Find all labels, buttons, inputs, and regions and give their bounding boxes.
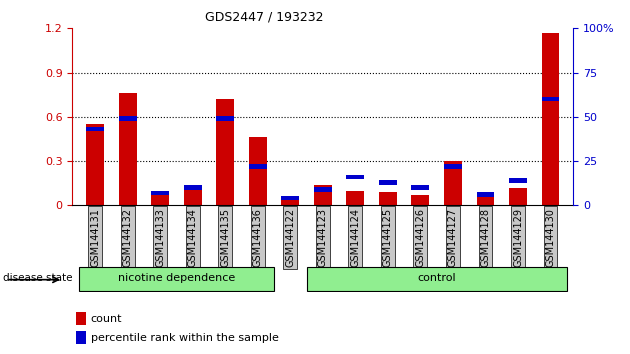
Bar: [119, 93, 137, 205]
Bar: [151, 194, 169, 205]
Bar: [444, 164, 462, 169]
Text: disease state: disease state: [3, 273, 72, 283]
Bar: [509, 188, 527, 205]
Bar: [314, 185, 332, 205]
Bar: [76, 331, 86, 344]
Text: GDS2447 / 193232: GDS2447 / 193232: [205, 11, 324, 24]
Bar: [379, 192, 397, 205]
Bar: [86, 127, 104, 131]
Bar: [411, 185, 430, 190]
Bar: [249, 137, 266, 205]
Text: GSM144129: GSM144129: [513, 208, 523, 267]
Text: GSM144136: GSM144136: [253, 208, 263, 267]
Bar: [476, 193, 495, 197]
Bar: [346, 190, 364, 205]
Bar: [444, 161, 462, 205]
Text: GSM144124: GSM144124: [350, 208, 360, 267]
Text: GSM144125: GSM144125: [383, 208, 393, 267]
Text: GSM144122: GSM144122: [285, 208, 295, 267]
Bar: [216, 116, 234, 121]
Bar: [314, 187, 332, 192]
Text: GSM144130: GSM144130: [546, 208, 556, 267]
Bar: [76, 312, 86, 325]
Bar: [249, 164, 266, 169]
Text: GSM144127: GSM144127: [448, 208, 458, 267]
Text: GSM144123: GSM144123: [318, 208, 328, 267]
Bar: [86, 124, 104, 205]
Bar: [151, 191, 169, 195]
Bar: [411, 195, 430, 205]
Bar: [542, 97, 559, 101]
Bar: [379, 180, 397, 184]
Bar: [509, 178, 527, 183]
Bar: [346, 175, 364, 179]
Bar: [79, 267, 274, 291]
Text: GSM144128: GSM144128: [481, 208, 491, 267]
Bar: [542, 33, 559, 205]
Bar: [184, 188, 202, 205]
Bar: [119, 116, 137, 121]
Bar: [476, 192, 495, 205]
Text: nicotine dependence: nicotine dependence: [118, 273, 235, 283]
Text: GSM144132: GSM144132: [123, 208, 133, 267]
Text: count: count: [91, 314, 122, 324]
Bar: [184, 185, 202, 190]
Bar: [282, 196, 299, 200]
Bar: [216, 99, 234, 205]
Text: GSM144133: GSM144133: [155, 208, 165, 267]
Text: GSM144134: GSM144134: [188, 208, 198, 267]
Bar: [307, 267, 567, 291]
Text: percentile rank within the sample: percentile rank within the sample: [91, 333, 278, 343]
Text: control: control: [418, 273, 456, 283]
Text: GSM144126: GSM144126: [415, 208, 425, 267]
Text: GSM144131: GSM144131: [90, 208, 100, 267]
Bar: [282, 198, 299, 205]
Text: GSM144135: GSM144135: [220, 208, 231, 267]
